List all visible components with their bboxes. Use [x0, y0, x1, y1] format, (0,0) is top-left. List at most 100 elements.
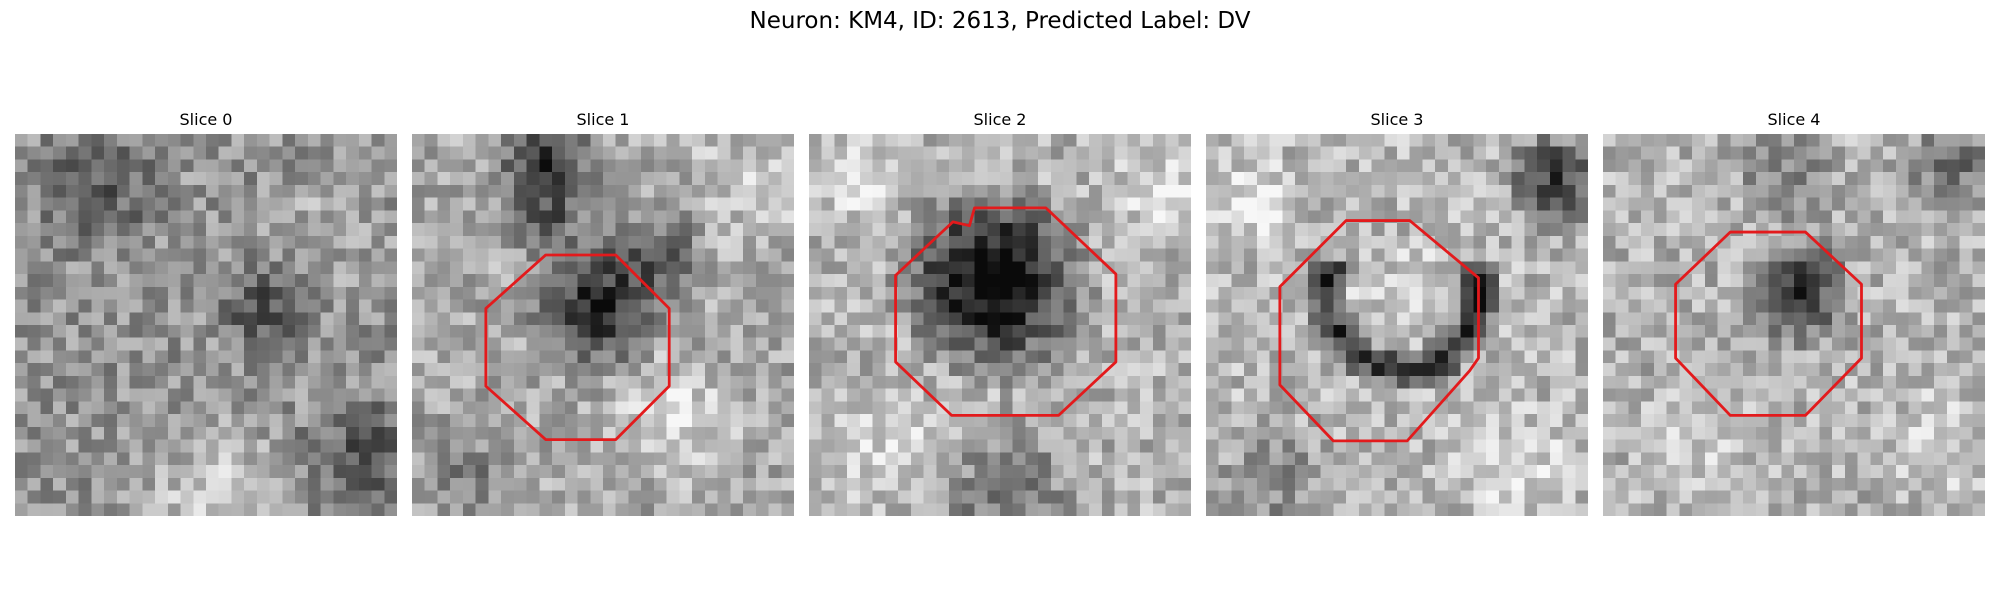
pixel: [66, 261, 79, 274]
pixel: [718, 249, 731, 262]
pixel: [257, 440, 270, 453]
pixel: [641, 312, 654, 325]
pixel: [308, 414, 321, 427]
pixel: [936, 491, 949, 504]
pixel: [730, 389, 743, 402]
pixel: [1076, 287, 1089, 300]
pixel: [911, 452, 924, 465]
pixel: [1794, 427, 1807, 440]
pixel: [781, 134, 794, 147]
pixel: [206, 261, 219, 274]
pixel: [1896, 401, 1909, 414]
pixel: [130, 440, 143, 453]
pixel: [1563, 503, 1576, 516]
pixel: [924, 312, 937, 325]
pixel: [911, 287, 924, 300]
pixel: [1013, 338, 1026, 351]
pixel: [834, 350, 847, 363]
pixel: [219, 350, 232, 363]
pixel: [1231, 376, 1244, 389]
pixel: [384, 427, 397, 440]
pixel: [616, 236, 629, 249]
pixel: [860, 452, 873, 465]
pixel: [1102, 159, 1115, 172]
pixel: [53, 210, 66, 223]
pixel: [873, 249, 886, 262]
pixel: [476, 478, 489, 491]
pixel: [1679, 503, 1692, 516]
pixel: [834, 312, 847, 325]
pixel: [809, 478, 822, 491]
pixel: [616, 338, 629, 351]
pixel: [834, 478, 847, 491]
pixel: [1486, 223, 1499, 236]
pixel: [1896, 274, 1909, 287]
pixel: [1038, 452, 1051, 465]
pixel: [1308, 389, 1321, 402]
pixel: [1461, 389, 1474, 402]
pixel: [1960, 376, 1973, 389]
pixel: [654, 185, 667, 198]
pixel: [219, 427, 232, 440]
pixel: [1628, 478, 1641, 491]
pixel: [1603, 440, 1616, 453]
pixel: [1346, 134, 1359, 147]
pixel: [514, 198, 527, 211]
pixel: [603, 401, 616, 414]
pixel: [1359, 325, 1372, 338]
pixel: [1178, 440, 1191, 453]
pixel: [1076, 363, 1089, 376]
pixel: [1692, 465, 1705, 478]
pixel: [539, 491, 552, 504]
pixel: [40, 478, 53, 491]
pixel: [1603, 287, 1616, 300]
pixel: [654, 223, 667, 236]
pixel: [1153, 312, 1166, 325]
pixel: [142, 134, 155, 147]
pixel: [1013, 401, 1026, 414]
pixel: [962, 325, 975, 338]
pixel: [1641, 172, 1654, 185]
pixel: [1870, 363, 1883, 376]
pixel: [321, 376, 334, 389]
pixel: [1972, 300, 1985, 313]
pixel: [1410, 440, 1423, 453]
pixel: [987, 249, 1000, 262]
pixel: [1870, 440, 1883, 453]
pixel: [873, 185, 886, 198]
pixel: [1537, 401, 1550, 414]
pixel: [168, 376, 181, 389]
pixel: [1781, 236, 1794, 249]
pixel: [975, 249, 988, 262]
pixel: [1282, 223, 1295, 236]
pixel: [384, 338, 397, 351]
pixel: [1692, 491, 1705, 504]
pixel: [1756, 363, 1769, 376]
pixel: [155, 503, 168, 516]
pixel: [1025, 350, 1038, 363]
pixel: [1000, 478, 1013, 491]
pixel: [1333, 350, 1346, 363]
pixel: [1934, 134, 1947, 147]
pixel: [1219, 376, 1232, 389]
pixel: [628, 350, 641, 363]
pixel: [641, 376, 654, 389]
pixel: [1807, 350, 1820, 363]
pixel: [1127, 274, 1140, 287]
pixel: [1102, 452, 1115, 465]
pixel: [1321, 440, 1334, 453]
pixel: [1346, 376, 1359, 389]
pixel: [847, 478, 860, 491]
pixel: [1870, 274, 1883, 287]
pixel: [282, 503, 295, 516]
pixel: [308, 363, 321, 376]
pixel: [860, 159, 873, 172]
pixel: [1206, 503, 1219, 516]
pixel: [1575, 134, 1588, 147]
pixel: [1718, 389, 1731, 402]
pixel: [578, 300, 591, 313]
pixel: [1244, 185, 1257, 198]
pixel: [628, 236, 641, 249]
pixel: [1076, 147, 1089, 160]
pixel: [333, 401, 346, 414]
